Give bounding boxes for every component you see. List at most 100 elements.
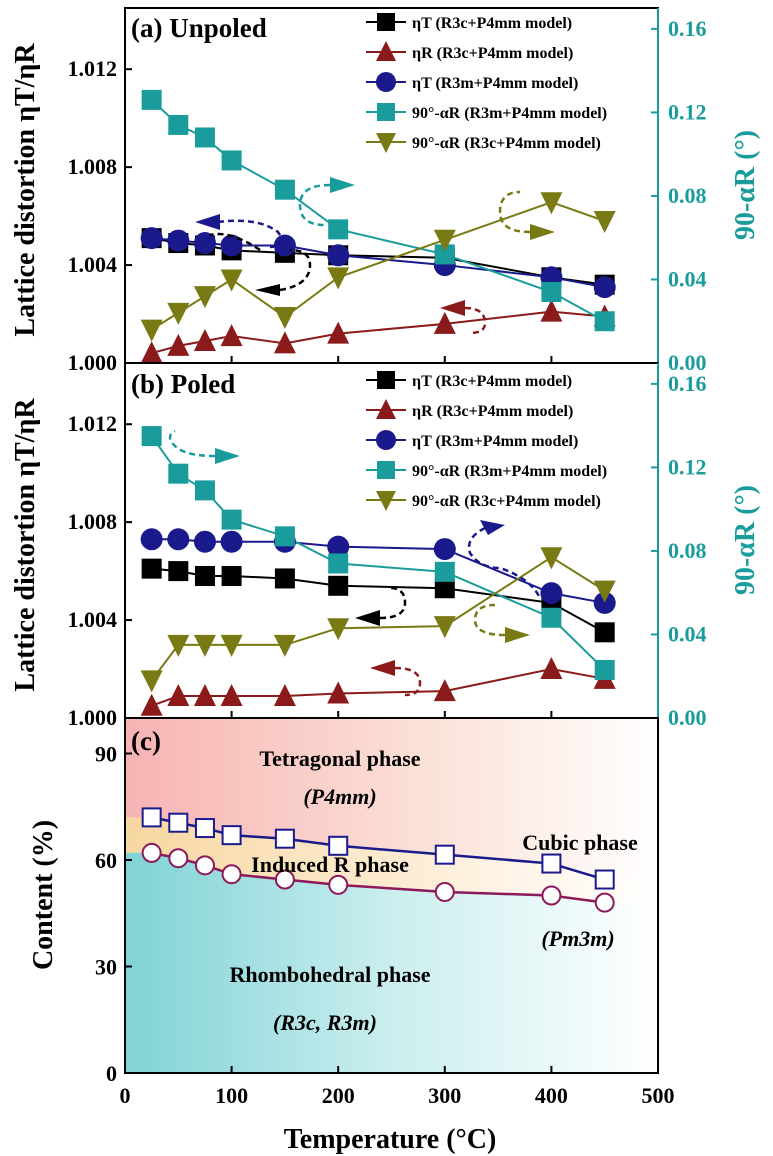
x-tick-label: 100 bbox=[215, 1083, 248, 1108]
annotation-tetragonal: Tetragonal phase bbox=[259, 746, 420, 771]
panel-a-series-4-point bbox=[433, 229, 456, 252]
panel-b-series-3-point bbox=[594, 659, 615, 680]
panel-a-legend-marker bbox=[377, 13, 395, 31]
y-tick-label: 0 bbox=[106, 1061, 117, 1086]
panel-b-series-1-point bbox=[140, 693, 163, 716]
panel-b-series-1-point bbox=[540, 657, 563, 680]
panel-b-right-y-label: 90-αR (°) bbox=[730, 485, 761, 595]
panel-a-series-1-point bbox=[167, 333, 190, 356]
panel-c-frame bbox=[124, 717, 659, 1074]
panel-c-series-0-point bbox=[594, 869, 615, 890]
annotation-rhombohedral: Rhombohedral phase bbox=[229, 962, 430, 987]
panel-b-legend-marker bbox=[376, 491, 396, 511]
panel-b-series-4-point bbox=[593, 580, 616, 603]
panel-a-series-2-point bbox=[167, 229, 190, 252]
panel-b-title: (b) Poled bbox=[131, 369, 235, 399]
panel-b-series-1-point bbox=[327, 681, 350, 704]
y-right-tick-label: 0.16 bbox=[668, 16, 707, 41]
panel-b-series-4-point bbox=[540, 547, 563, 570]
panel-c-series-0-point bbox=[194, 818, 215, 839]
panel-a-legend-label: ηT (R3c+P4mm model) bbox=[412, 15, 572, 32]
panel-a-right-y-label: 90-αR (°) bbox=[730, 130, 761, 240]
y-right-tick-label: 0.00 bbox=[668, 705, 707, 730]
panel-b-series-0-point bbox=[168, 561, 189, 582]
panel-a-frame bbox=[124, 7, 659, 364]
panel-b-legend-label: ηT (R3c+P4mm model) bbox=[412, 373, 572, 390]
y-tick-label: 1.012 bbox=[68, 56, 118, 81]
x-tick-label: 0 bbox=[120, 1083, 131, 1108]
panel-a-series-4-point bbox=[140, 319, 163, 342]
panel-b-series-0-point bbox=[221, 566, 242, 586]
annotation-cubic: Cubic phase bbox=[522, 830, 638, 855]
y-right-tick-label: 0.04 bbox=[668, 621, 707, 646]
y-tick-label: 1.004 bbox=[68, 607, 118, 632]
panel-b-series-0-point bbox=[141, 558, 162, 579]
panel-a-series-3-point bbox=[194, 127, 215, 148]
panel-c-background bbox=[125, 718, 658, 1073]
panel-a-legend-label: 90°-αR (R3m+P4mm model) bbox=[412, 105, 607, 122]
panel-c-ticks: 0 30 60 90 0 100 200 300 400 500 bbox=[95, 742, 675, 1109]
panel-b-series bbox=[140, 426, 616, 716]
panel-a-series-4-point bbox=[193, 286, 216, 309]
panel-c-y-label: Content (%) bbox=[28, 820, 59, 970]
panel-a-series-2-point bbox=[273, 234, 296, 257]
panel-c-series-1-point bbox=[594, 892, 615, 913]
panel-c-series-0-point bbox=[274, 828, 295, 849]
panel-a-series-1-point bbox=[140, 341, 163, 364]
panel-b-series-4-point bbox=[220, 634, 243, 657]
panel-b-series-1-point bbox=[193, 683, 216, 706]
panel-a-legend-marker bbox=[376, 72, 396, 92]
panel-a-legend-label: ηR (R3c+P4mm model) bbox=[412, 45, 573, 62]
x-tick-label: 300 bbox=[428, 1083, 461, 1108]
panel-c-series-1-point bbox=[141, 842, 162, 863]
panel-b-series-3-point bbox=[141, 426, 162, 447]
panel-a-title: (a) Unpoled bbox=[131, 13, 267, 43]
y-right-tick-label: 0.00 bbox=[668, 350, 707, 375]
panel-b-series-1-point bbox=[167, 683, 190, 706]
panel-b-series-3-point bbox=[328, 553, 349, 574]
panel-a-legend: ηT (R3c+P4mm model) ηR (R3c+P4mm model) ηT… bbox=[366, 13, 607, 153]
y-right-tick-label: 0.12 bbox=[668, 454, 707, 479]
annotation-r3c-r3m: (R3c, R3m) bbox=[273, 1010, 377, 1035]
panel-c-series bbox=[141, 807, 615, 913]
panel-a-ticks: 1.000 1.004 1.008 1.012 0.00 0.04 0.08 0.12 0.16 bbox=[68, 16, 707, 375]
panel-a-arrows bbox=[195, 177, 555, 335]
panel-a-series-3-point bbox=[141, 89, 162, 110]
panel-b-legend-label: ηT (R3m+P4mm model) bbox=[412, 433, 578, 450]
panel-a-series-1-point bbox=[540, 299, 563, 322]
panel-b-legend-marker bbox=[376, 430, 396, 450]
panel-a-legend-label: ηT (R3m+P4mm model) bbox=[412, 75, 578, 92]
panel-a-series-1-point bbox=[193, 328, 216, 351]
panel-b: 1.000 1.004 1.008 1.012 0.00 0.04 0.08 0.12 0.16… bbox=[68, 362, 707, 730]
panel-b-legend: ηT (R3c+P4mm model) ηR (R3c+P4mm model) ηT… bbox=[366, 371, 607, 511]
panel-a-legend-marker bbox=[376, 133, 396, 153]
panel-a-series-4-point bbox=[167, 302, 190, 325]
panel-b-series-3-point bbox=[541, 607, 562, 628]
panel-b-ticks: 1.000 1.004 1.008 1.012 0.00 0.04 0.08 0.12 0.16 bbox=[68, 371, 707, 730]
panel-b-series-2-point bbox=[540, 582, 563, 605]
panel-c-series-1-point bbox=[168, 848, 189, 869]
panel-b-series-3-point bbox=[434, 561, 455, 582]
panel-b-series-0-point bbox=[274, 568, 295, 589]
panel-b-series-2-point bbox=[220, 530, 243, 553]
panel-a-series-2-point bbox=[327, 244, 350, 267]
x-tick-label: 400 bbox=[535, 1083, 568, 1108]
panel-a-legend-marker bbox=[376, 41, 396, 61]
panel-a-series-4-point bbox=[220, 269, 243, 292]
panel-a-series-4-point bbox=[540, 192, 563, 215]
panel-b-arrows bbox=[168, 429, 542, 697]
x-axis-label: Temperature (°C) bbox=[284, 1124, 497, 1155]
panel-b-series-1-point bbox=[220, 683, 243, 706]
panel-b-series-2-point bbox=[433, 538, 456, 561]
panel-b-series-2-point bbox=[193, 530, 216, 553]
panel-b-series-4-point bbox=[167, 634, 190, 657]
panel-c-series-1-point bbox=[434, 881, 455, 902]
panel-b-series-1-line bbox=[151, 668, 605, 707]
panel-b-series-2-point bbox=[167, 528, 190, 551]
panel-c-series-0-point bbox=[168, 812, 189, 833]
panel-a-series-1-line bbox=[151, 310, 605, 355]
panel-b-series-4-point bbox=[193, 634, 216, 657]
panel-a: 1.000 1.004 1.008 1.012 0.00 0.04 0.08 0.12 0.16… bbox=[68, 7, 707, 375]
panel-b-series-3-point bbox=[274, 526, 295, 547]
